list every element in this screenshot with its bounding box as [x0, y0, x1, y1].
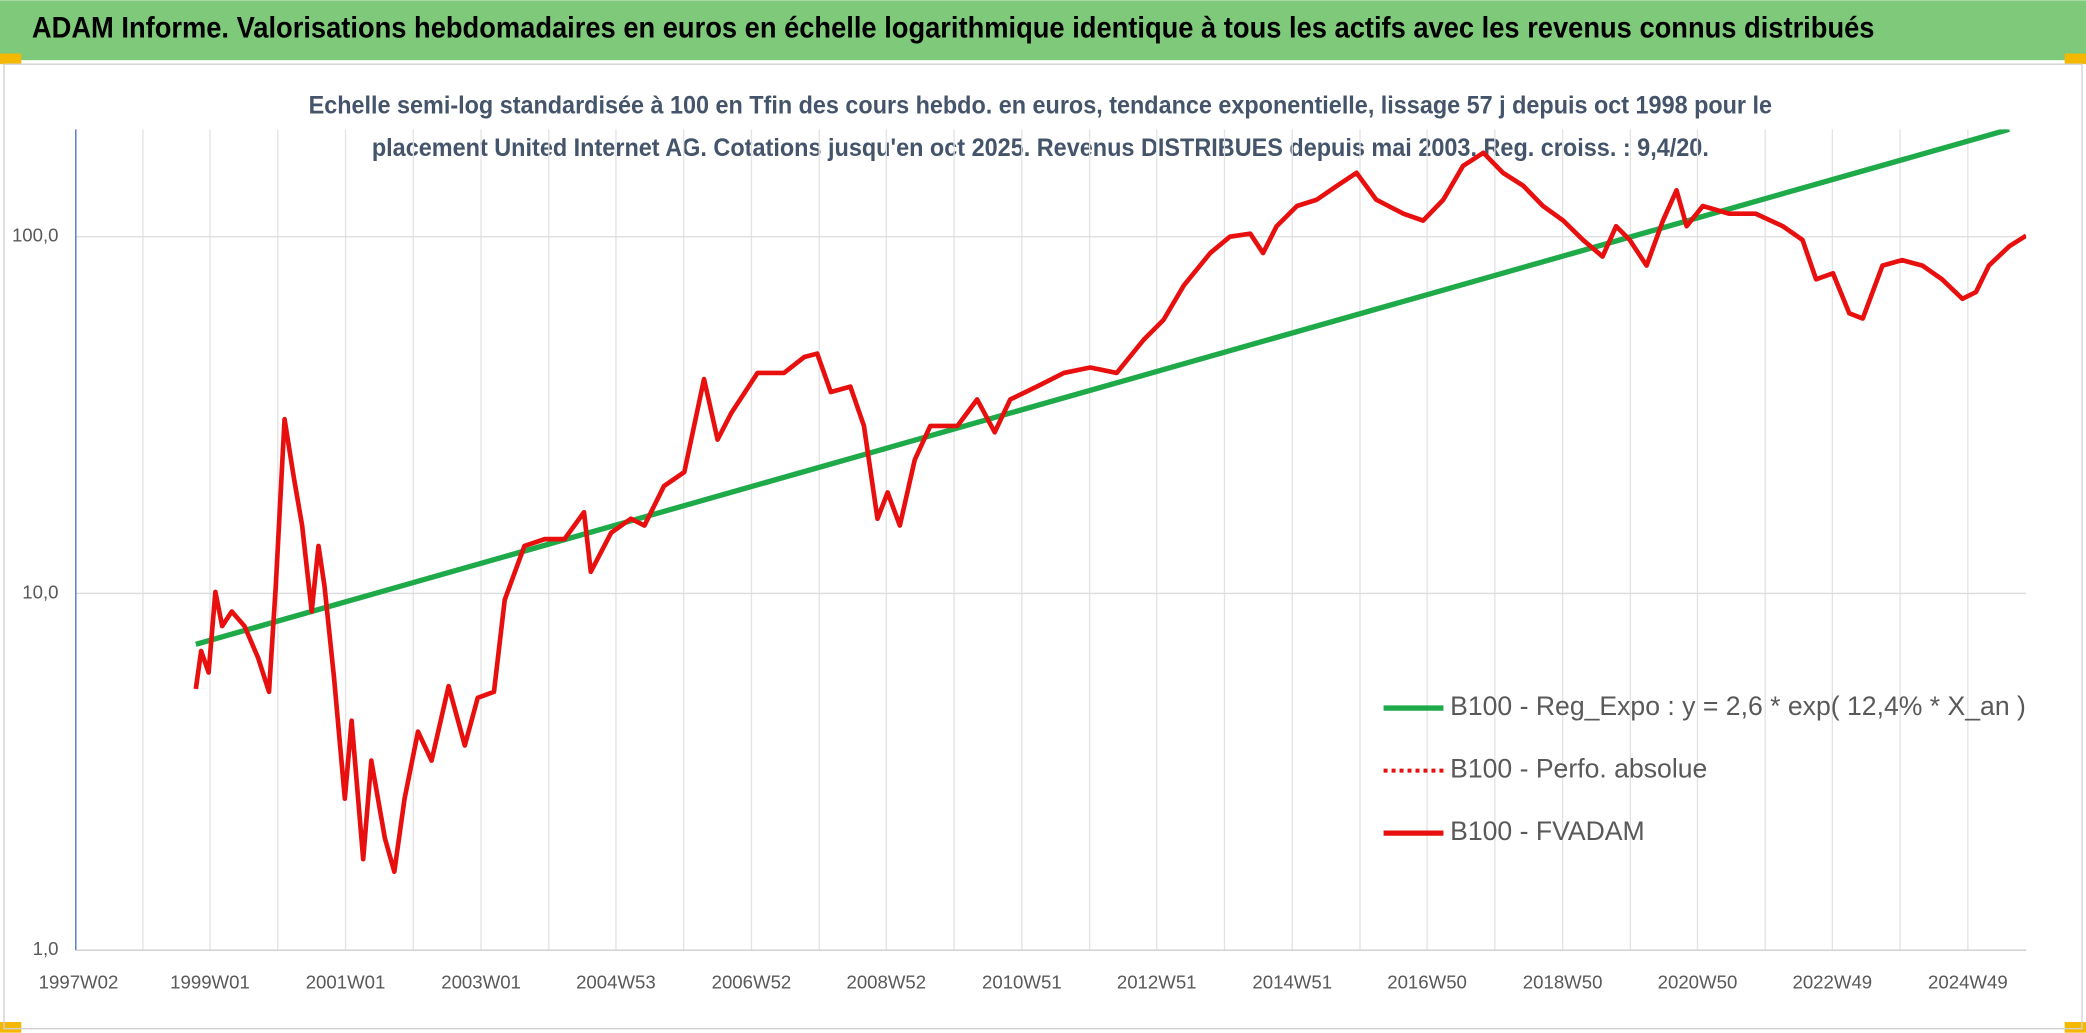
x-tick-label: 2006W52 [712, 971, 792, 992]
x-tick-label: 2016W50 [1387, 971, 1467, 992]
chart-subtitle: placement United Internet AG. Cotations … [372, 134, 1709, 162]
y-tick-label: 100,0 [12, 225, 59, 246]
legend-label: B100 - Reg_Expo : y = 2,6 * exp( 12,4% *… [1450, 691, 2026, 721]
x-tick-label: 1999W01 [170, 971, 250, 992]
legend-label: B100 - Perfo. absolue [1450, 754, 1707, 784]
x-tick-label: 2010W51 [982, 971, 1062, 992]
corner-mark [2064, 1022, 2086, 1033]
x-tick-label: 2004W53 [576, 971, 656, 992]
x-tick-label: 2008W52 [846, 971, 926, 992]
series-line [193, 150, 2027, 875]
legend-label: B100 - FVADAM [1450, 816, 1645, 846]
chart-frame [3, 63, 2083, 1030]
x-tick-label: 2020W50 [1658, 971, 1738, 992]
x-tick-label: 1997W02 [39, 971, 119, 992]
x-tick-label: 2001W01 [306, 971, 386, 992]
legend: B100 - Reg_Expo : y = 2,6 * exp( 12,4% *… [1383, 691, 2026, 846]
corner-mark [2064, 53, 2086, 65]
x-tick-label: 2022W49 [1792, 971, 1872, 992]
y-tick-label: 1,0 [33, 938, 59, 959]
x-tick-label: 2018W50 [1523, 971, 1603, 992]
header-band [0, 0, 2086, 61]
corner-mark [0, 1022, 22, 1033]
x-tick-label: 2003W01 [441, 971, 521, 992]
x-tick-label: 2014W51 [1252, 971, 1332, 992]
grid [75, 129, 2027, 951]
plot-area [193, 129, 2027, 875]
x-tick-label: 2024W49 [1928, 971, 2008, 992]
chart-title: ADAM Informe. Valorisations hebdomadaire… [32, 12, 1875, 44]
series-line [195, 129, 2010, 647]
x-tick-label: 2012W51 [1117, 971, 1197, 992]
y-tick-label: 10,0 [22, 581, 58, 602]
chart-subtitle: Echelle semi-log standardisée à 100 en T… [309, 91, 1772, 119]
corner-mark [0, 53, 22, 65]
axes: 1997W02 1999W01 2001W01 2003W01 2004W53 2006W… [12, 129, 2027, 992]
